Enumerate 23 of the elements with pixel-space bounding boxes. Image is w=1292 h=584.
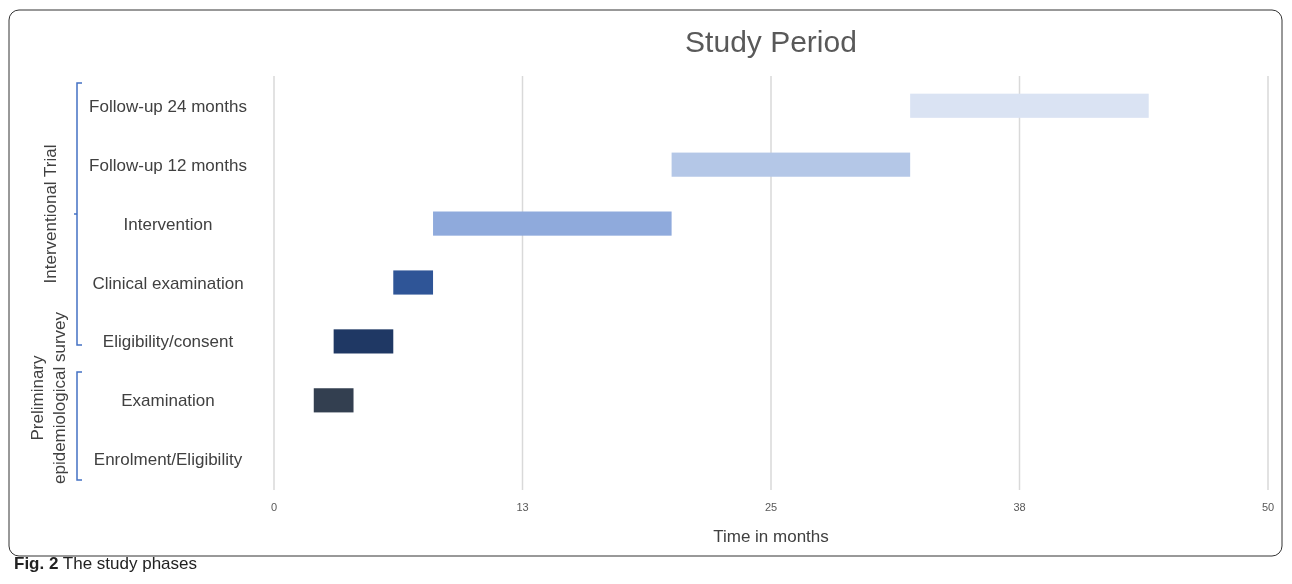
- text: Preliminary epidemiological survey: [28, 311, 69, 484]
- bar: [333, 329, 394, 354]
- x-tick-label: 38: [1013, 501, 1026, 513]
- x-tick-label: 50: [1261, 501, 1275, 513]
- y-tick-label: Intervention: [123, 214, 213, 234]
- bar: [393, 270, 434, 295]
- y-tick-label: Clinical examination: [92, 273, 244, 293]
- x-tick-label: 13: [516, 501, 529, 513]
- x-tick-label: 25: [764, 501, 778, 513]
- y-tick-label: Examination: [121, 391, 215, 411]
- y-tick-label: Enrolment/Eligibility: [93, 450, 243, 470]
- y-tick-label: Eligibility/consent: [102, 332, 234, 352]
- y-tick-label: Follow-up 24 months: [89, 96, 247, 116]
- bar: [313, 388, 354, 413]
- text: Interventional Trial: [41, 144, 60, 284]
- bar: [671, 152, 911, 177]
- chart-title: Study Period: [685, 25, 857, 58]
- y-tick-label: Follow-up 12 months: [89, 155, 247, 175]
- x-tick-label: 0: [270, 501, 278, 513]
- x-axis-title: Time in months: [713, 527, 829, 546]
- caption: Fig. 2 The study phases: [14, 554, 198, 573]
- bar: [910, 93, 1149, 118]
- bar: [433, 211, 672, 236]
